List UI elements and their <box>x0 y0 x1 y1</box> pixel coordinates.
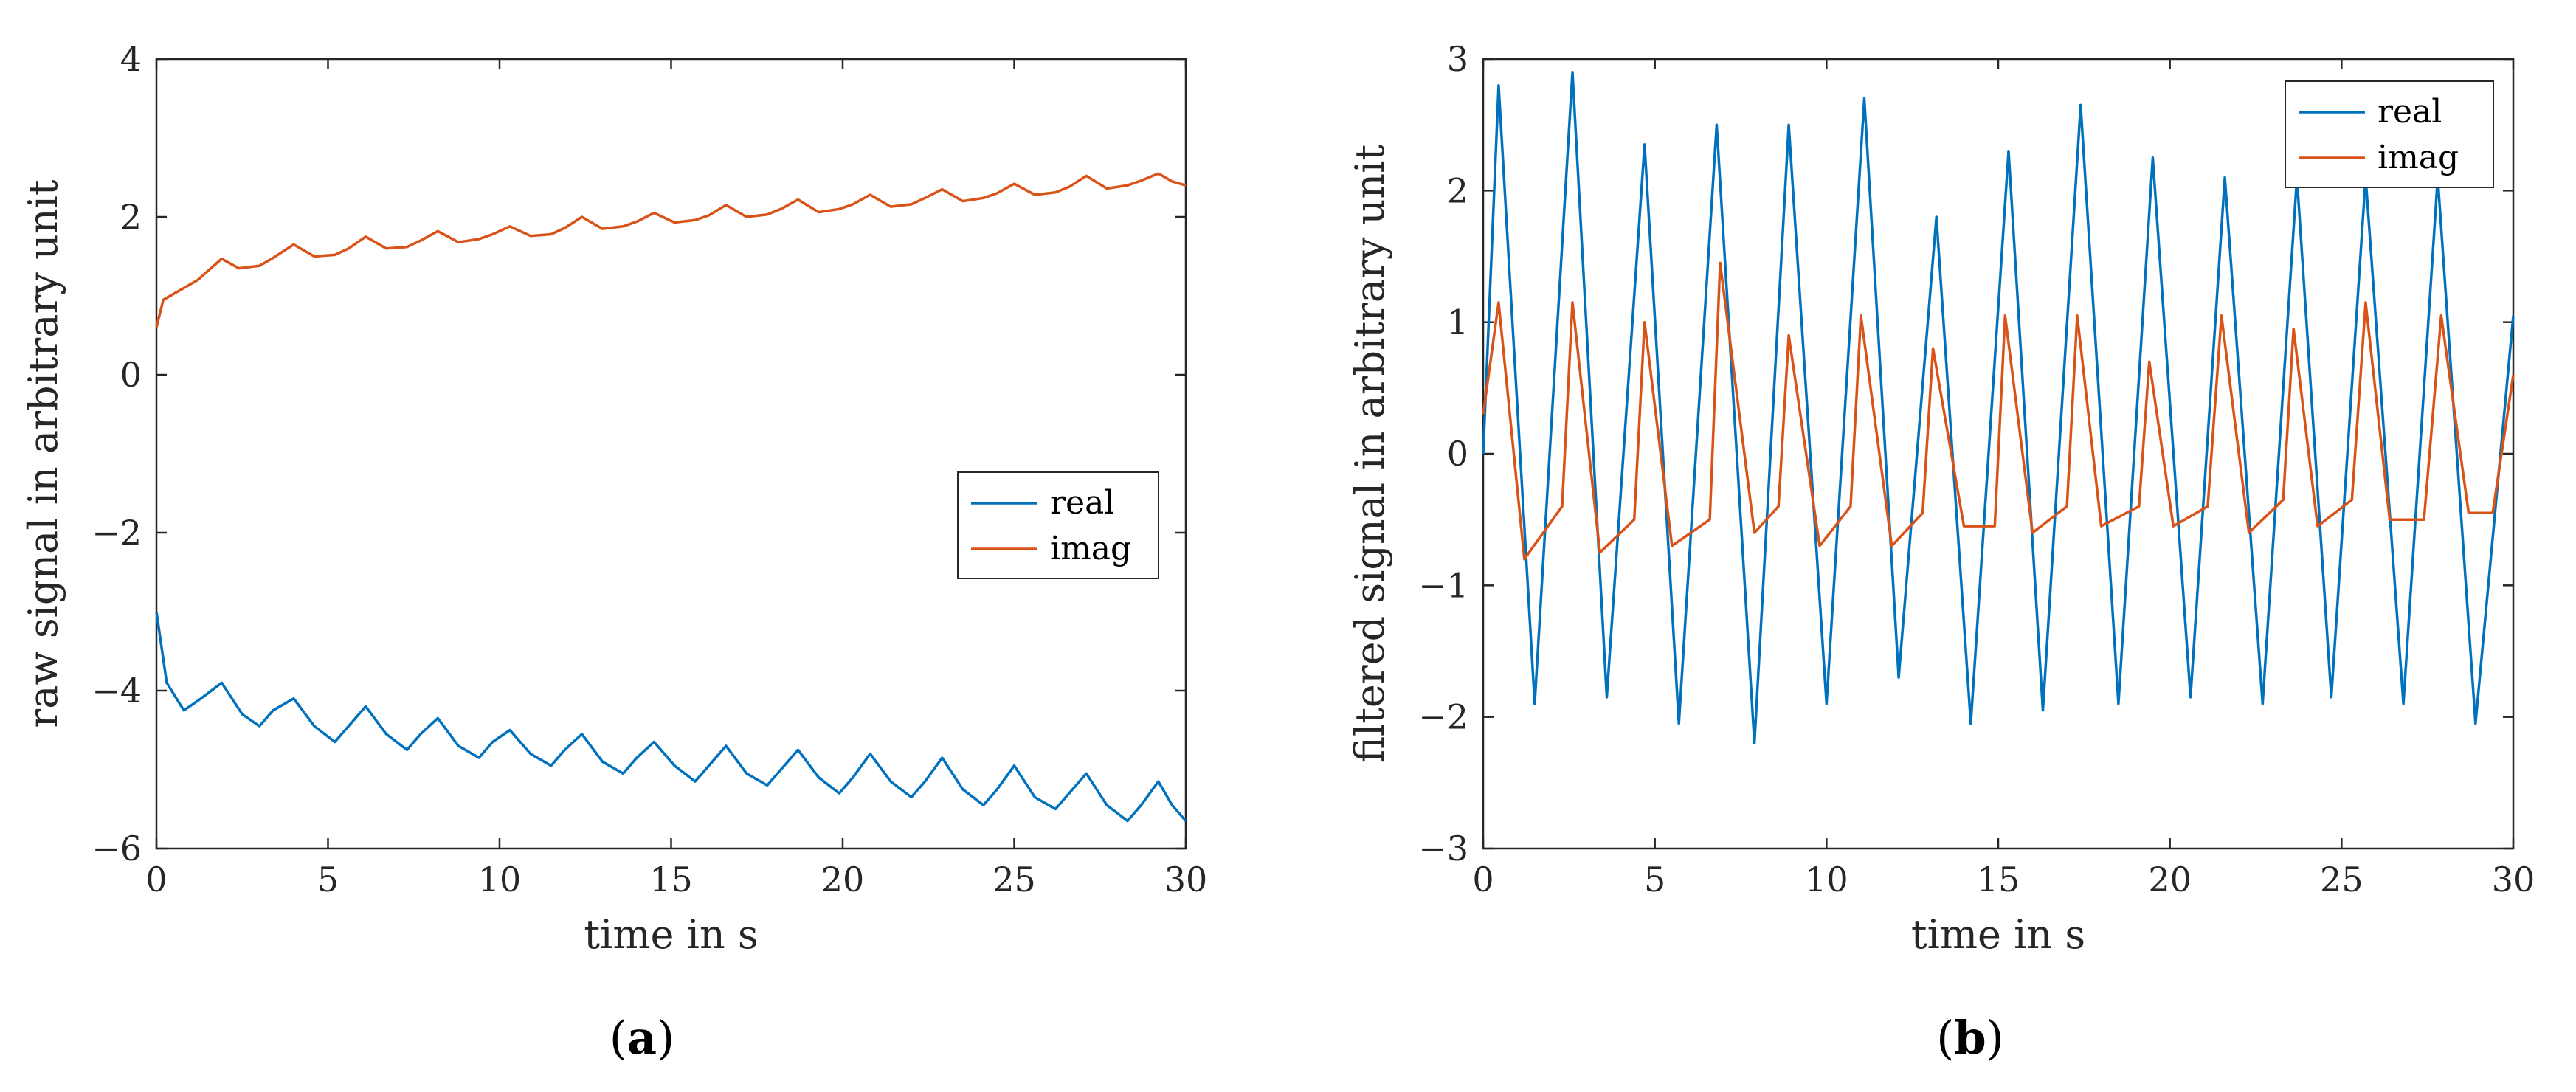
x-tick-label: 25 <box>992 860 1036 899</box>
y-tick-label: −3 <box>1418 829 1468 868</box>
y-tick-label: −1 <box>1418 565 1468 605</box>
x-tick-label: 20 <box>2148 860 2192 899</box>
x-axis-label: time in s <box>1911 911 2085 958</box>
x-axis-label: time in s <box>584 911 758 958</box>
series-line-imag <box>155 172 1187 328</box>
y-tick-label: 0 <box>1447 434 1468 474</box>
legend-label-imag: imag <box>2378 139 2459 176</box>
y-tick-label: 2 <box>120 197 142 237</box>
caption-b: (b) <box>1936 1011 2004 1065</box>
y-tick-label: −2 <box>91 513 142 553</box>
legend-label-real: real <box>1050 484 1114 522</box>
x-tick-label: 30 <box>1164 860 1208 899</box>
x-tick-label: 5 <box>1644 860 1665 899</box>
panel-b: 0 5 10 15 20 25 30 −3 −2 −1 0 1 2 3 time in s filtered … <box>1347 39 2535 958</box>
axes-box <box>155 58 1187 850</box>
legend-label-imag: imag <box>1050 530 1131 567</box>
y-tick-label: 1 <box>1447 303 1468 342</box>
x-tick-label: 25 <box>2320 860 2363 899</box>
x-tick-label: 15 <box>649 860 693 899</box>
caption-b-letter: b <box>1954 1011 1986 1065</box>
series-line-real <box>1482 71 2515 745</box>
legend-box <box>957 471 1159 579</box>
caption-a-letter: a <box>626 1011 657 1065</box>
y-axis-label: raw signal in arbitrary unit <box>20 179 66 728</box>
panel-a: 0 5 10 15 20 25 30 −6 −4 −2 0 2 4 time in s raw signal… <box>20 39 1207 958</box>
y-tick-label: 4 <box>120 39 142 79</box>
y-axis-label: filtered signal in arbitrary unit <box>1347 145 1393 763</box>
y-tick-label: −2 <box>1418 697 1468 737</box>
x-tick-label: 5 <box>317 860 339 899</box>
y-tick-label: −6 <box>91 829 142 868</box>
x-tick-label: 15 <box>1977 860 2020 899</box>
y-tick-label: −4 <box>91 671 142 711</box>
x-tick-label: 30 <box>2492 860 2535 899</box>
y-tick-label: 3 <box>1447 39 1468 79</box>
series-line-real <box>155 611 1187 823</box>
y-tick-label: 0 <box>120 355 142 395</box>
legend-box <box>2285 80 2494 188</box>
legend-label-real: real <box>2378 93 2442 131</box>
x-tick-label: 20 <box>821 860 865 899</box>
x-tick-label: 0 <box>145 860 167 899</box>
x-tick-label: 10 <box>1805 860 1848 899</box>
y-tick-label: 2 <box>1447 170 1468 210</box>
x-tick-label: 0 <box>1472 860 1494 899</box>
caption-a: (a) <box>609 1011 675 1065</box>
series-line-imag <box>1482 261 2515 561</box>
x-tick-label: 10 <box>478 860 522 899</box>
